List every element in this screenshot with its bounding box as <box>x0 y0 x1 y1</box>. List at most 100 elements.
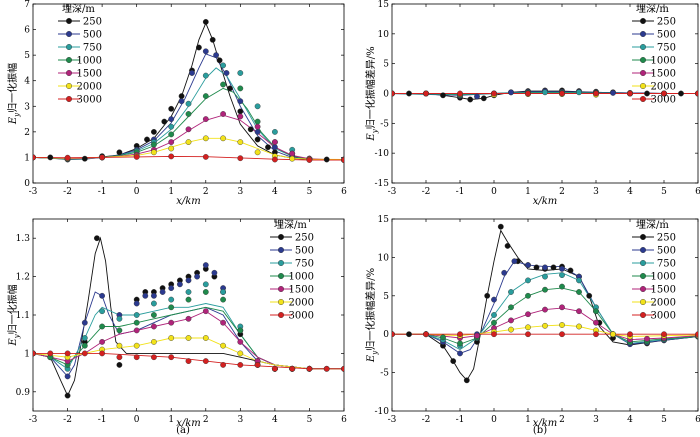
data-point-250 <box>202 18 209 25</box>
data-point-3000 <box>237 361 244 368</box>
y-tick-label: 1.2 <box>16 273 30 283</box>
y-tick-label: 1.1 <box>16 311 30 321</box>
data-point-750 <box>185 289 192 295</box>
data-point-750 <box>576 89 582 96</box>
data-point-1000 <box>220 296 227 303</box>
data-point-750 <box>185 100 192 107</box>
y-axis-label-rest: 归一化振幅 <box>6 284 19 334</box>
plot-frame <box>32 3 345 184</box>
data-point-500 <box>508 89 514 96</box>
data-point-2000 <box>576 323 582 330</box>
data-point-2000 <box>508 326 514 333</box>
data-point-750 <box>133 312 140 318</box>
y-axis-label-main: E <box>8 338 19 347</box>
legend-marker-750 <box>65 44 72 51</box>
data-point-3000 <box>64 350 71 357</box>
legend-marker-500 <box>640 246 647 253</box>
data-point-2000 <box>559 322 565 328</box>
data-point-750 <box>202 281 209 288</box>
legend-label-1500: 1500 <box>289 285 314 296</box>
y-tick-label: 15 <box>378 0 390 10</box>
legend-marker-500 <box>640 31 647 38</box>
data-point-500 <box>542 264 548 271</box>
y-axis-label: Ey归一化振幅差异/% <box>364 268 379 363</box>
data-point-3000 <box>133 354 140 361</box>
y-axis-label-rest: 归一化振幅差异/% <box>364 46 377 129</box>
legend-marker-500 <box>65 31 72 38</box>
legend-label-3000: 3000 <box>77 95 102 106</box>
data-point-3000 <box>559 90 565 97</box>
y-tick-label: -10 <box>375 149 390 159</box>
data-point-2000 <box>185 335 192 341</box>
panel-bottom-right: -3 -2 -1 0 1 2 3 4 5 6-10-5051015x/kmEy归一化振幅差异/%埋… <box>364 215 700 429</box>
data-point-250 <box>678 90 684 97</box>
y-tick-label: -5 <box>380 369 389 379</box>
data-point-250 <box>533 264 540 271</box>
x-axis-label: x/km <box>176 418 201 429</box>
data-point-3000 <box>661 331 667 338</box>
data-point-3000 <box>64 154 71 161</box>
data-point-500 <box>81 319 88 326</box>
data-point-500 <box>159 289 166 295</box>
legend-label-1000: 1000 <box>651 272 676 283</box>
data-point-250 <box>216 57 223 64</box>
data-point-3000 <box>133 153 140 160</box>
data-point-3000 <box>491 331 497 338</box>
y-tick-label: 0 <box>383 330 389 340</box>
data-point-1000 <box>457 340 463 347</box>
data-point-3000 <box>254 361 261 368</box>
x-tick-label: 2 <box>559 187 565 197</box>
data-point-500 <box>491 296 497 303</box>
data-point-3000 <box>202 153 209 160</box>
data-point-2000 <box>542 322 548 329</box>
data-point-2000 <box>168 145 175 152</box>
data-point-250 <box>94 235 100 242</box>
data-point-500 <box>474 93 480 100</box>
y-axis-label-main: E <box>8 116 19 125</box>
data-point-750 <box>542 273 548 280</box>
data-point-500 <box>142 292 149 299</box>
data-point-500 <box>525 262 531 268</box>
data-point-1500 <box>168 319 175 326</box>
series-line-500 <box>33 291 344 378</box>
y-axis-label: Ey归一化振幅 <box>6 284 21 346</box>
y-axis-label-main: E <box>366 133 377 142</box>
data-point-3000 <box>627 331 633 338</box>
data-point-750 <box>168 123 175 130</box>
x-tick-label: -2 <box>63 187 72 197</box>
data-point-3000 <box>33 350 36 357</box>
data-point-500 <box>64 373 71 380</box>
legend-marker-2000 <box>640 82 647 89</box>
data-point-750 <box>81 335 88 341</box>
y-axis-label-sub: y <box>13 112 21 118</box>
data-point-1500 <box>542 306 548 313</box>
x-tick-label: 1 <box>168 187 174 197</box>
x-tick-label: 5 <box>661 187 667 197</box>
x-tick-label: 6 <box>695 415 700 425</box>
y-axis-label: Ey归一化振幅 <box>6 63 21 125</box>
data-point-750 <box>220 62 227 69</box>
data-point-500 <box>211 269 218 276</box>
y-axis-label-rest: 归一化振幅差异/% <box>364 268 377 351</box>
x-tick-label: 3 <box>593 415 599 425</box>
plot-area <box>33 18 344 163</box>
data-point-750 <box>576 277 582 284</box>
data-point-2000 <box>150 149 157 156</box>
y-tick-label: 10 <box>378 253 390 263</box>
data-point-750 <box>559 272 565 278</box>
data-point-3000 <box>306 157 313 163</box>
legend-marker-1000 <box>65 57 72 64</box>
data-point-250 <box>64 392 71 399</box>
data-point-1500 <box>644 335 650 342</box>
legend-marker-3000 <box>640 95 647 102</box>
data-point-3000 <box>593 331 599 338</box>
data-point-3000 <box>271 365 278 372</box>
data-point-250 <box>81 155 88 162</box>
x-tick-label: 2 <box>203 187 209 197</box>
legend-marker-1500 <box>640 286 647 293</box>
data-point-250 <box>480 95 487 102</box>
data-point-3000 <box>392 331 395 338</box>
legend-marker-3000 <box>278 312 285 319</box>
legend-marker-750 <box>640 260 647 267</box>
data-point-250 <box>644 90 650 97</box>
